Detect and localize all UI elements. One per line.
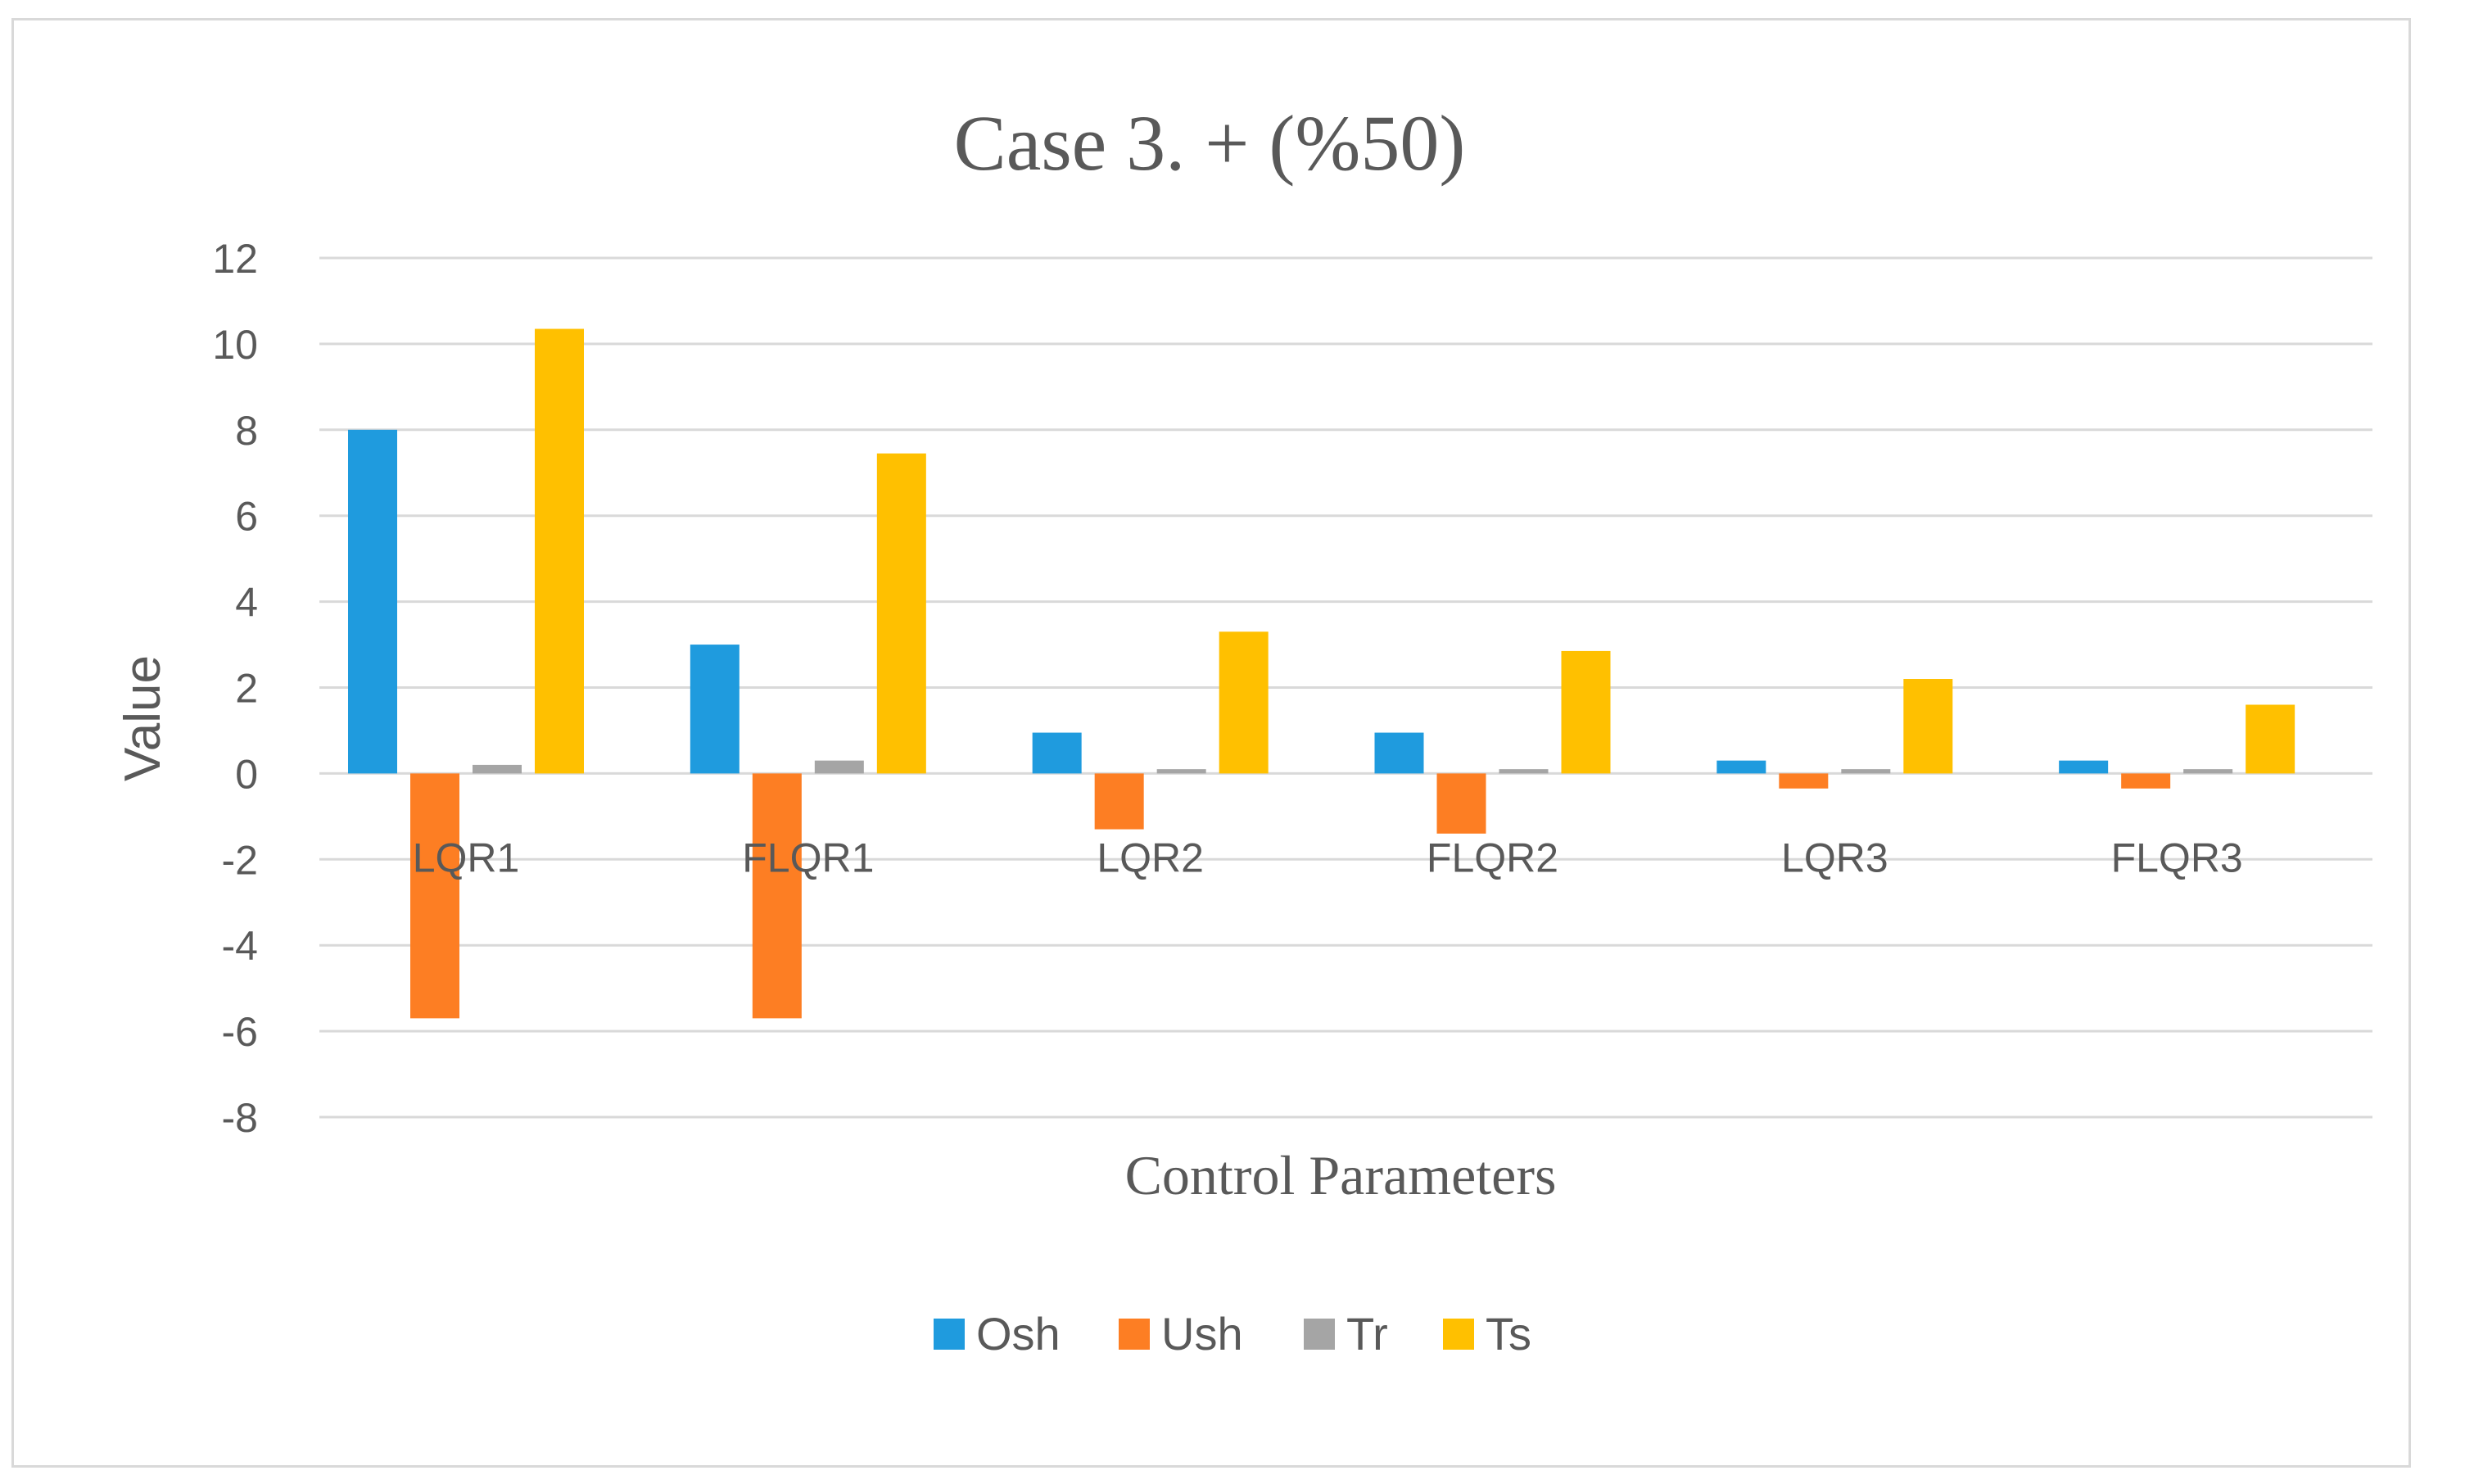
bar-tr-flqr1 bbox=[814, 760, 864, 774]
bar-ts-flqr3 bbox=[2246, 704, 2295, 774]
bar-ush-flqr2 bbox=[1436, 773, 1486, 834]
y-tick-labels: 12 10 8 6 4 2 0 -2 -4 -6 -8 bbox=[212, 236, 258, 1141]
bar-ts-lqr1 bbox=[535, 328, 584, 774]
y-tick-label: 12 bbox=[212, 236, 258, 282]
bar-osh-lqr2 bbox=[1032, 732, 1082, 774]
category-labels: LQR1 FLQR1 LQR2 FLQR2 LQR3 FLQR3 bbox=[413, 835, 2243, 880]
y-tick-label: 2 bbox=[235, 666, 258, 712]
bar-tr-lqr3 bbox=[1841, 769, 1891, 774]
gridlines bbox=[319, 256, 2372, 1119]
bar-ush-flqr3 bbox=[2121, 773, 2171, 789]
category-label: LQR3 bbox=[1781, 835, 1888, 880]
x-axis-title: Control Parameters bbox=[1125, 1144, 1557, 1206]
bar-osh-lqr3 bbox=[1716, 760, 1766, 774]
bar-ush-lqr2 bbox=[1094, 773, 1144, 830]
bar-osh-flqr1 bbox=[690, 645, 740, 774]
bar-tr-flqr3 bbox=[2183, 769, 2233, 774]
y-tick-label: 10 bbox=[212, 322, 258, 368]
category-label: FLQR3 bbox=[2111, 835, 2243, 880]
chart-title: Case 3. + (%50) bbox=[954, 99, 1466, 187]
y-tick-label: 4 bbox=[235, 580, 258, 626]
y-tick-label: -2 bbox=[222, 837, 258, 883]
y-tick-label: 8 bbox=[235, 408, 258, 454]
category-label: LQR1 bbox=[413, 835, 520, 880]
bar-tr-flqr2 bbox=[1499, 769, 1549, 774]
category-label: FLQR2 bbox=[1427, 835, 1558, 880]
y-axis-title: Value bbox=[115, 655, 171, 781]
bar-chart: Case 3. + (%50) 12 10 8 6 4 2 0 -2 -4 -6 -8 LQR1 FL… bbox=[115, 99, 2372, 1360]
legend-swatch-ush bbox=[1119, 1319, 1150, 1350]
legend-swatch-osh bbox=[934, 1319, 965, 1350]
legend-swatch-tr bbox=[1304, 1319, 1335, 1350]
legend-swatch-ts bbox=[1443, 1319, 1474, 1350]
legend-label-ush: Ush bbox=[1161, 1308, 1243, 1360]
category-label: LQR2 bbox=[1097, 835, 1204, 880]
legend: Osh Ush Tr Ts bbox=[934, 1308, 1531, 1360]
bar-osh-lqr1 bbox=[348, 429, 397, 774]
bar-tr-lqr1 bbox=[473, 764, 522, 774]
bar-ts-flqr1 bbox=[876, 453, 926, 774]
y-tick-label: 6 bbox=[235, 494, 258, 540]
legend-label-osh: Osh bbox=[976, 1308, 1061, 1360]
legend-label-ts: Ts bbox=[1486, 1308, 1531, 1360]
bar-ush-lqr3 bbox=[1779, 773, 1829, 789]
y-tick-label: -4 bbox=[222, 923, 258, 969]
chart-frame: Case 3. + (%50) 12 10 8 6 4 2 0 -2 -4 -6 -8 LQR1 FL… bbox=[11, 18, 2411, 1468]
bar-ts-lqr3 bbox=[1903, 679, 1953, 774]
y-tick-label: 0 bbox=[235, 751, 258, 797]
legend-label-tr: Tr bbox=[1346, 1308, 1388, 1360]
bar-osh-flqr2 bbox=[1374, 732, 1424, 774]
bar-ts-lqr2 bbox=[1219, 631, 1269, 774]
y-tick-label: -8 bbox=[222, 1095, 258, 1141]
category-label: FLQR1 bbox=[742, 835, 874, 880]
bar-ts-flqr2 bbox=[1561, 650, 1611, 774]
bar-osh-flqr3 bbox=[2059, 760, 2109, 774]
bar-tr-lqr2 bbox=[1156, 769, 1206, 774]
bars bbox=[348, 328, 2295, 1019]
bar-ush-lqr1 bbox=[410, 773, 459, 1019]
y-tick-label: -6 bbox=[222, 1009, 258, 1055]
bar-ush-flqr1 bbox=[752, 773, 802, 1019]
